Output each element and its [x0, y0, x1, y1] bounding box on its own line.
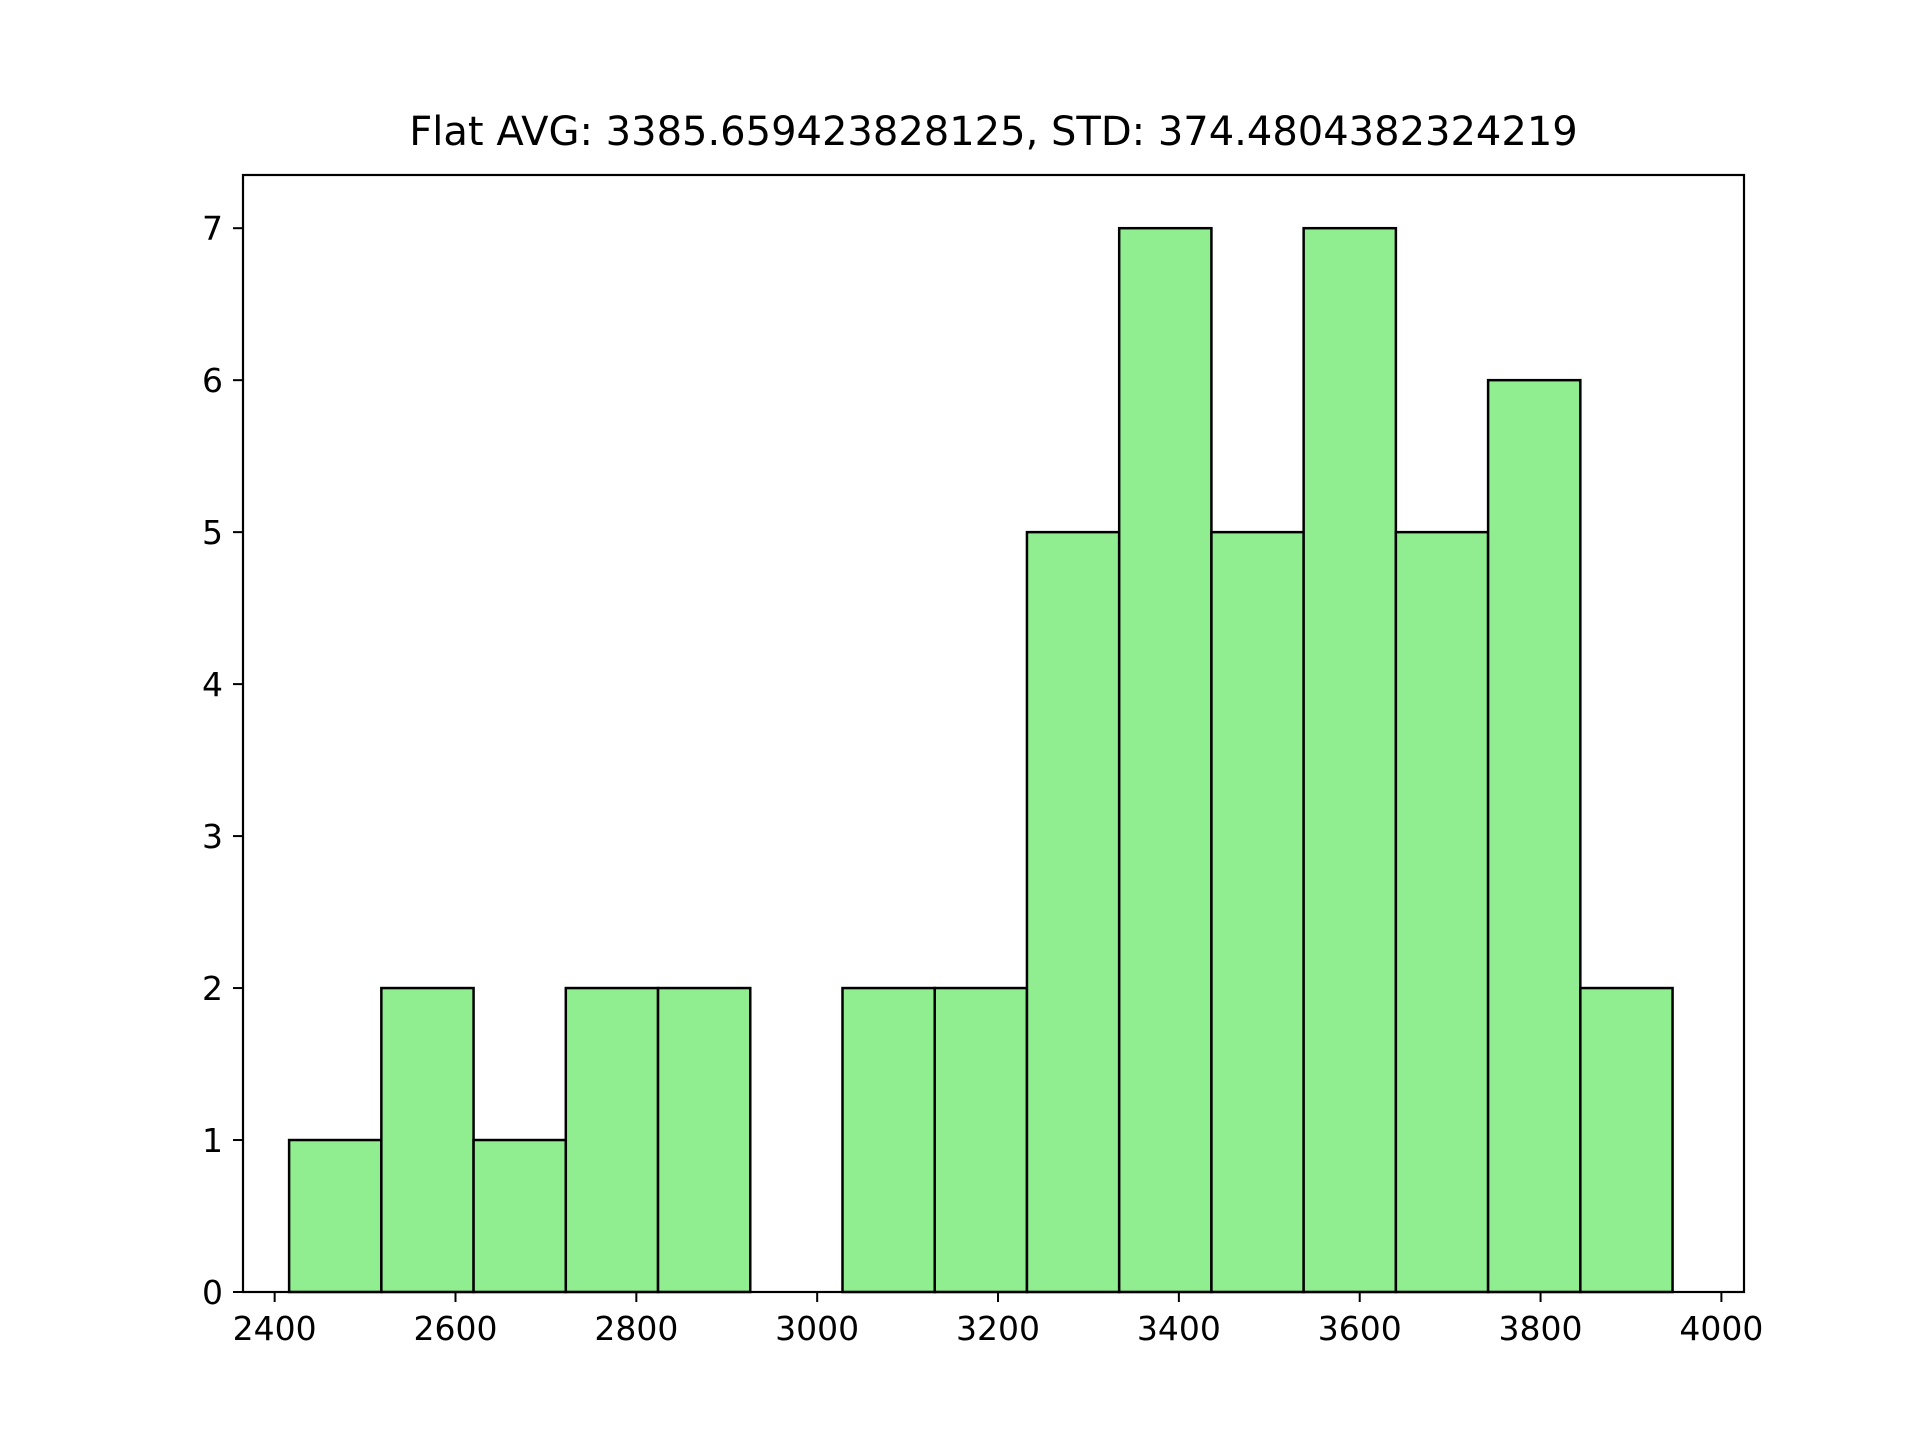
plot-frame	[241, 173, 1746, 1294]
histogram-bar	[841, 986, 936, 1294]
histogram-bar	[933, 986, 1029, 1294]
y-tick-label: 6	[202, 361, 223, 400]
histogram-bar	[1210, 530, 1305, 1294]
histogram-bar	[564, 986, 660, 1294]
x-tick-label: 2400	[233, 1309, 317, 1348]
y-tick-label: 0	[202, 1273, 223, 1312]
y-tick-label: 2	[202, 969, 223, 1008]
y-tick-label: 4	[202, 665, 223, 704]
histogram-bar	[1486, 378, 1582, 1294]
x-tick-label: 2800	[594, 1309, 678, 1348]
x-tick-label: 3000	[775, 1309, 859, 1348]
x-axis: 2400 2600 2800 3000 3200 3400 3600 3800 4000	[233, 1292, 1763, 1348]
y-axis: 0 1 2 3 4 5 6 7	[202, 209, 243, 1312]
y-tick-label: 1	[202, 1121, 223, 1160]
histogram-bar	[656, 986, 752, 1294]
y-tick-label: 3	[202, 817, 223, 856]
x-tick-label: 3400	[1137, 1309, 1221, 1348]
histogram-bar	[1579, 986, 1674, 1294]
histogram-bar	[1117, 226, 1213, 1294]
x-tick-label: 3200	[956, 1309, 1040, 1348]
x-tick-label: 3600	[1318, 1309, 1402, 1348]
x-tick-label: 4000	[1679, 1309, 1763, 1348]
bars-group	[287, 226, 1674, 1294]
histogram-bar	[380, 986, 475, 1294]
x-tick-label: 2600	[413, 1309, 497, 1348]
histogram-bar	[1302, 226, 1398, 1294]
chart-title: Flat AVG: 3385.659423828125, STD: 374.48…	[409, 109, 1577, 155]
y-tick-label: 5	[202, 513, 223, 552]
histogram-bar	[1394, 530, 1490, 1294]
histogram-bar	[287, 1138, 383, 1294]
histogram-bar	[1025, 530, 1121, 1294]
x-tick-label: 3800	[1499, 1309, 1583, 1348]
histogram-bar	[472, 1138, 568, 1294]
y-tick-label: 7	[202, 209, 223, 248]
